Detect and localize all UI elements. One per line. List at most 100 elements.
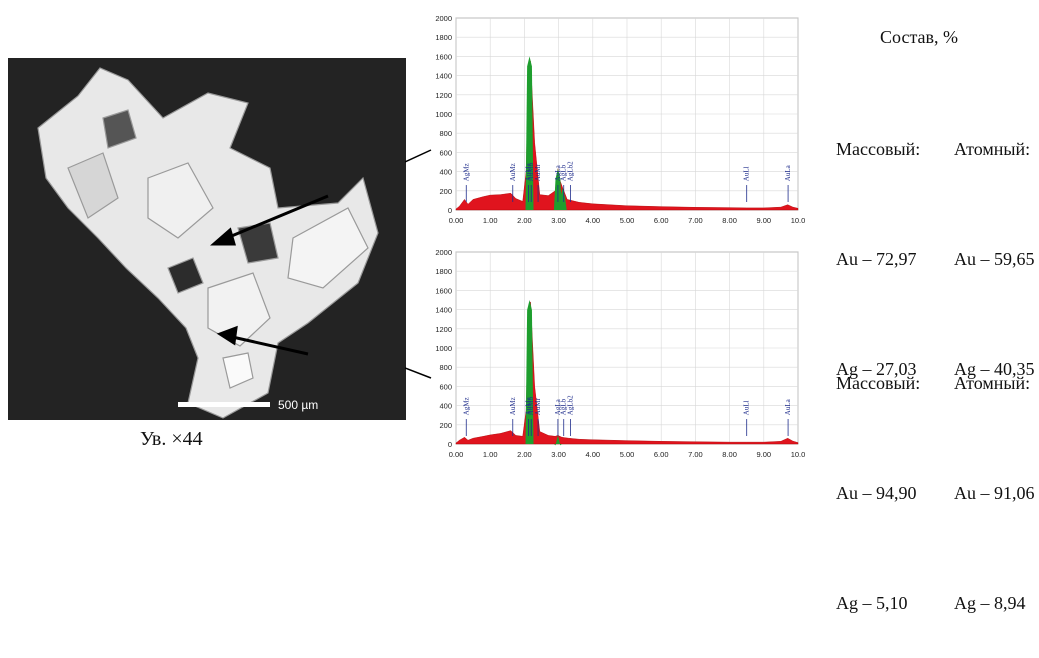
peak-label: AgLb (560, 398, 568, 415)
y-tick-label: 1800 (435, 267, 452, 276)
mass-ag: Ag – 27,03 (836, 359, 917, 379)
atomic-ag: Ag – 40,35 (954, 359, 1035, 379)
scale-bar (178, 402, 270, 407)
peak-label: AgLa (554, 164, 562, 181)
atomic-ag: Ag – 8,94 (954, 593, 1026, 613)
x-tick-label: 5.00 (620, 216, 635, 225)
peak-label: AuMz (509, 163, 517, 181)
mass-header: Массовый: (836, 373, 921, 393)
x-tick-label: 10.0 (791, 450, 806, 459)
y-tick-label: 600 (439, 382, 452, 391)
peak-label: AuLl (743, 400, 751, 415)
x-tick-label: 1.00 (483, 450, 498, 459)
mass-au: Au – 94,90 (836, 483, 917, 503)
green-peak (525, 56, 534, 211)
composition-row-au: Au – 72,97 Au – 59,65 (818, 226, 1035, 292)
peak-label: AgLb2 (567, 395, 575, 415)
y-tick-label: 0 (448, 206, 452, 215)
y-tick-label: 200 (439, 187, 452, 196)
magnification-caption: Ув. ×44 (140, 428, 203, 450)
peak-label: AgLa (554, 398, 562, 415)
x-tick-label: 4.00 (585, 450, 600, 459)
green-peak (558, 187, 567, 210)
x-tick-label: 8.00 (722, 450, 737, 459)
atomic-au: Au – 91,06 (954, 483, 1035, 503)
y-tick-label: 600 (439, 148, 452, 157)
composition-row-ag: Ag – 27,03 Ag – 40,35 (818, 336, 1035, 402)
y-tick-label: 200 (439, 421, 452, 430)
peak-label: AuMr (534, 163, 542, 181)
x-tick-label: 7.00 (688, 216, 703, 225)
scale-bar-label: 500 µm (278, 398, 318, 412)
peak-label: AuLa (784, 398, 792, 415)
peak-label: AgMz (462, 397, 470, 415)
y-tick-label: 1200 (435, 325, 452, 334)
x-tick-label: 8.00 (722, 216, 737, 225)
peak-label: AgLb2 (567, 161, 575, 181)
peak-label: AuMb (527, 162, 535, 181)
x-tick-label: 9.00 (756, 450, 771, 459)
x-tick-label: 9.00 (756, 216, 771, 225)
peak-label: AuMa (525, 396, 533, 415)
x-tick-label: 3.00 (551, 216, 566, 225)
peak-label: AuMz (509, 397, 517, 415)
mass-header: Массовый: (836, 139, 921, 159)
x-tick-label: 6.00 (654, 216, 669, 225)
x-tick-label: 4.00 (585, 216, 600, 225)
x-tick-label: 7.00 (688, 450, 703, 459)
composition-block-2: Массовый: Атомный: Au – 94,90 Au – 91,06 A… (818, 306, 1035, 658)
y-tick-label: 1600 (435, 52, 452, 61)
x-tick-label: 2.00 (517, 216, 532, 225)
y-tick-label: 0 (448, 440, 452, 449)
peak-label: AuLa (784, 164, 792, 181)
spectrum-area (455, 301, 799, 445)
peak-label: AuMb (527, 396, 535, 415)
y-tick-label: 1200 (435, 91, 452, 100)
y-tick-label: 1800 (435, 33, 452, 42)
arrow-upper (210, 194, 329, 246)
x-tick-label: 10.0 (791, 216, 806, 225)
mass-au: Au – 72,97 (836, 249, 917, 269)
y-tick-label: 400 (439, 402, 452, 411)
mass-ag: Ag – 5,10 (836, 593, 908, 613)
y-tick-label: 1400 (435, 306, 452, 315)
x-tick-label: 0.00 (449, 450, 464, 459)
composition-row-ag: Ag – 5,10 Ag – 8,94 (818, 570, 1035, 636)
x-tick-label: 0.00 (449, 216, 464, 225)
arrow-lower (216, 325, 309, 356)
x-tick-label: 1.00 (483, 216, 498, 225)
peak-label: AuMr (534, 397, 542, 415)
gold-particle-aggregate (37, 67, 379, 419)
y-tick-label: 2000 (435, 14, 452, 23)
leader-line-upper (405, 149, 432, 163)
y-tick-label: 1000 (435, 110, 452, 119)
x-tick-label: 5.00 (620, 450, 635, 459)
composition-header-row: Массовый: Атомный: (818, 350, 1035, 416)
eds-spectrum-1: 0 200 400 600 800 1000 1200 1400 1600 1800 2000 0.0… (435, 14, 806, 225)
atomic-header: Атомный: (954, 373, 1031, 393)
x-tick-label: 2.00 (517, 450, 532, 459)
y-tick-label: 800 (439, 363, 452, 372)
composition-row-au: Au – 94,90 Au – 91,06 (818, 460, 1035, 526)
peak-label: AgLb (560, 164, 568, 181)
leader-line-lower (405, 367, 432, 379)
y-tick-label: 2000 (435, 248, 452, 257)
green-peak (525, 300, 534, 444)
atomic-header: Атомный: (954, 139, 1031, 159)
composition-block-1: Массовый: Атомный: Au – 72,97 Au – 59,65 A… (818, 72, 1035, 424)
y-tick-label: 400 (439, 168, 452, 177)
y-tick-label: 1000 (435, 344, 452, 353)
composition-header-row: Массовый: Атомный: (818, 116, 1035, 182)
y-tick-label: 800 (439, 129, 452, 138)
sem-micrograph: 500 µm (8, 58, 406, 420)
peak-label: AuLl (743, 166, 751, 181)
y-tick-label: 1600 (435, 286, 452, 295)
atomic-au: Au – 59,65 (954, 249, 1035, 269)
peak-label: AgMz (462, 163, 470, 181)
y-tick-label: 1400 (435, 72, 452, 81)
composition-title: Состав, % (880, 27, 959, 47)
eds-spectrum-2: 0 200 400 600 800 1000 1200 1400 1600 1800 2000 0.0… (435, 248, 806, 459)
leader-lines (405, 149, 432, 379)
x-tick-label: 3.00 (551, 450, 566, 459)
green-peak (553, 435, 562, 446)
